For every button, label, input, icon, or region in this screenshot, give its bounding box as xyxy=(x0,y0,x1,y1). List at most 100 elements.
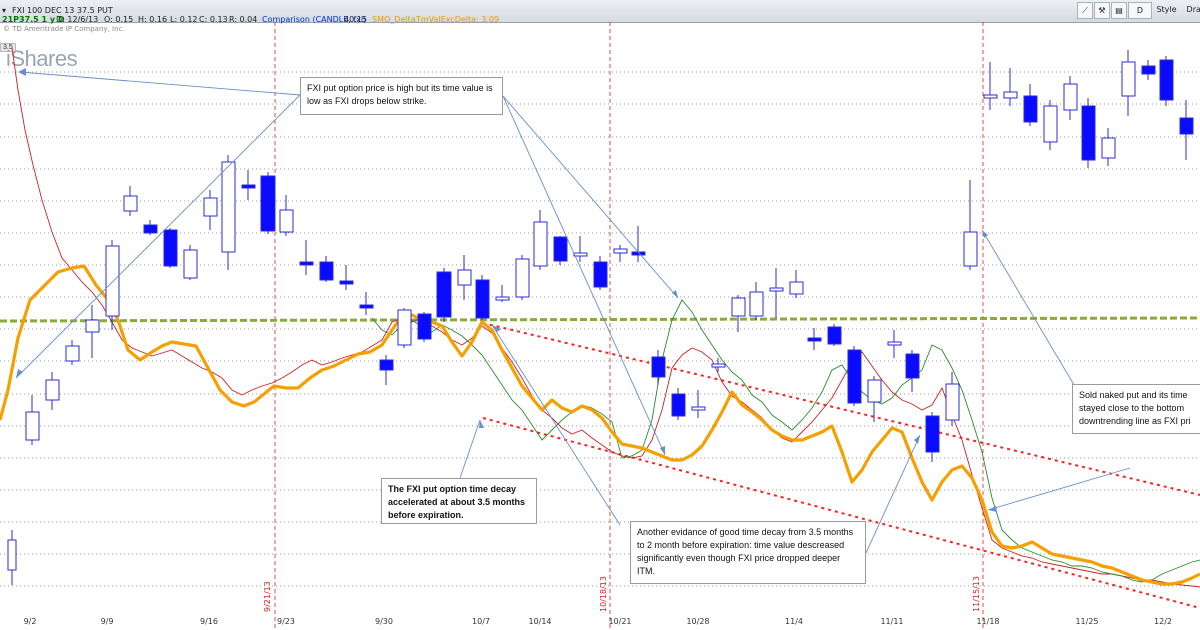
candle xyxy=(887,341,902,346)
callout-arrowheads xyxy=(16,68,997,512)
candle xyxy=(183,249,198,279)
price-chart[interactable]: 9/21/13 10/18/13 11/15/13 xyxy=(0,22,1200,630)
candle xyxy=(299,261,314,266)
candle xyxy=(436,271,452,318)
symbol-label[interactable]: FXI 100 DEC 13 37.5 PUT xyxy=(12,6,113,15)
option-price-line xyxy=(11,47,1200,588)
annotation-note-1-text: FXI put option price is high but its tim… xyxy=(307,83,493,106)
x-tick-label: 10/7 xyxy=(472,617,490,626)
candle xyxy=(143,224,158,234)
chart-toolbar: ▾ FXI 100 DEC 13 37.5 PUT 21P37.5 1 y D … xyxy=(0,0,1200,24)
annotation-note-3-text: Another evidance of good time decay from… xyxy=(637,527,854,576)
candle xyxy=(731,297,746,317)
candle xyxy=(241,184,256,189)
callout-lines xyxy=(15,71,1131,556)
annotation-note-3: Another evidance of good time decay from… xyxy=(630,521,866,584)
low-readout: L: 0.12 xyxy=(170,15,198,24)
annotation-note-4: Sold naked put and its time stayed close… xyxy=(1072,384,1200,434)
open-readout: O: 0.15 xyxy=(104,15,134,24)
smo-delta-label[interactable]: SMO_Delta xyxy=(372,15,416,24)
x-tick-label: 11/11 xyxy=(880,617,903,626)
candle xyxy=(905,353,920,379)
candle xyxy=(533,221,548,267)
x-tick-label: 9/2 xyxy=(24,617,37,626)
style-label: Style xyxy=(1156,5,1177,14)
candle xyxy=(769,287,784,292)
trend-line-lower xyxy=(482,417,1200,609)
candle xyxy=(651,356,666,378)
candle xyxy=(963,231,978,267)
x-axis-labels: 9/2 9/9 9/16 9/23 9/30 10/7 10/14 10/21 … xyxy=(24,617,1172,626)
candle xyxy=(827,326,842,345)
x-tick-label: 12/2 xyxy=(1154,617,1172,626)
expiration-label-nov: 11/15/13 xyxy=(972,576,981,612)
print-icon[interactable]: ▤ xyxy=(1111,2,1127,19)
timeframe-label[interactable]: 21P37.5 1 y D xyxy=(2,15,65,24)
fxi-line xyxy=(371,299,1200,583)
candle xyxy=(1043,105,1058,143)
candle xyxy=(163,229,178,267)
comparison-label[interactable]: Comparison (CANDLE, fxi) xyxy=(262,15,367,24)
candle xyxy=(203,197,218,217)
candle xyxy=(711,363,726,368)
candle xyxy=(319,261,334,281)
x-tick-label: 11/25 xyxy=(1075,617,1098,626)
ishares-logo: iShares xyxy=(6,46,78,71)
style-menu[interactable]: Style xyxy=(1153,2,1180,17)
candle xyxy=(553,236,568,262)
candle xyxy=(807,337,822,342)
period-button[interactable]: D xyxy=(1128,2,1152,19)
drawings-menu[interactable]: Draw xyxy=(1182,2,1200,17)
close-readout: C: 0.13 xyxy=(199,15,228,24)
candle xyxy=(1081,105,1096,161)
wrench-icon[interactable]: ⚒ xyxy=(1094,2,1110,19)
expiration-lines xyxy=(274,22,984,630)
x-tick-label: 9/9 xyxy=(101,617,114,626)
candle xyxy=(515,258,530,298)
candle xyxy=(475,279,490,319)
price-level-marker: 3.5 xyxy=(0,43,16,52)
candle xyxy=(1179,117,1194,135)
candle xyxy=(1101,137,1116,159)
candle xyxy=(1159,59,1174,101)
x-tick-label: 10/14 xyxy=(528,617,551,626)
candle xyxy=(397,309,412,346)
x-tick-label: 9/16 xyxy=(200,617,218,626)
candle xyxy=(573,252,588,257)
candle xyxy=(45,379,60,401)
candle xyxy=(847,349,862,404)
candle xyxy=(65,345,80,362)
x-tick-label: 10/21 xyxy=(608,617,631,626)
candle xyxy=(123,195,138,212)
strike-line xyxy=(0,316,1200,323)
symbol-dropdown-icon[interactable]: ▾ xyxy=(2,6,7,15)
annotation-note-2: The FXI put option time decay accelerate… xyxy=(381,478,537,524)
drawings-label: Draw xyxy=(1186,5,1200,14)
candle xyxy=(925,415,940,453)
date-readout: D: 12/6/13 xyxy=(56,15,99,24)
candles xyxy=(7,50,1194,585)
candle xyxy=(789,281,804,295)
range-readout: R: 0.04 xyxy=(229,15,258,24)
candle xyxy=(25,411,40,441)
candle xyxy=(359,304,374,309)
candle xyxy=(691,406,706,411)
time-value-line xyxy=(0,264,1200,586)
candle xyxy=(417,313,432,340)
candle xyxy=(945,383,960,421)
candle xyxy=(983,94,998,99)
high-readout: H: 0.16 xyxy=(138,15,168,24)
x-tick-label: 10/28 xyxy=(686,617,709,626)
grid-lines xyxy=(0,71,1200,587)
copyright-text: © TD Ameritrade IP Company, Inc. xyxy=(3,25,125,33)
timevalue-label[interactable]: TmValExcDelta: 3.09 xyxy=(416,15,500,24)
candle xyxy=(1023,95,1038,123)
candle xyxy=(671,393,686,417)
candle xyxy=(1063,83,1078,111)
expiration-label-oct: 10/18/13 xyxy=(599,576,608,612)
candle xyxy=(260,175,276,232)
annotation-note-2-text: The FXI put option time decay accelerate… xyxy=(388,484,526,520)
trend-icon[interactable]: ⟋ xyxy=(1077,2,1093,19)
candle xyxy=(7,539,17,571)
candle xyxy=(339,280,354,285)
